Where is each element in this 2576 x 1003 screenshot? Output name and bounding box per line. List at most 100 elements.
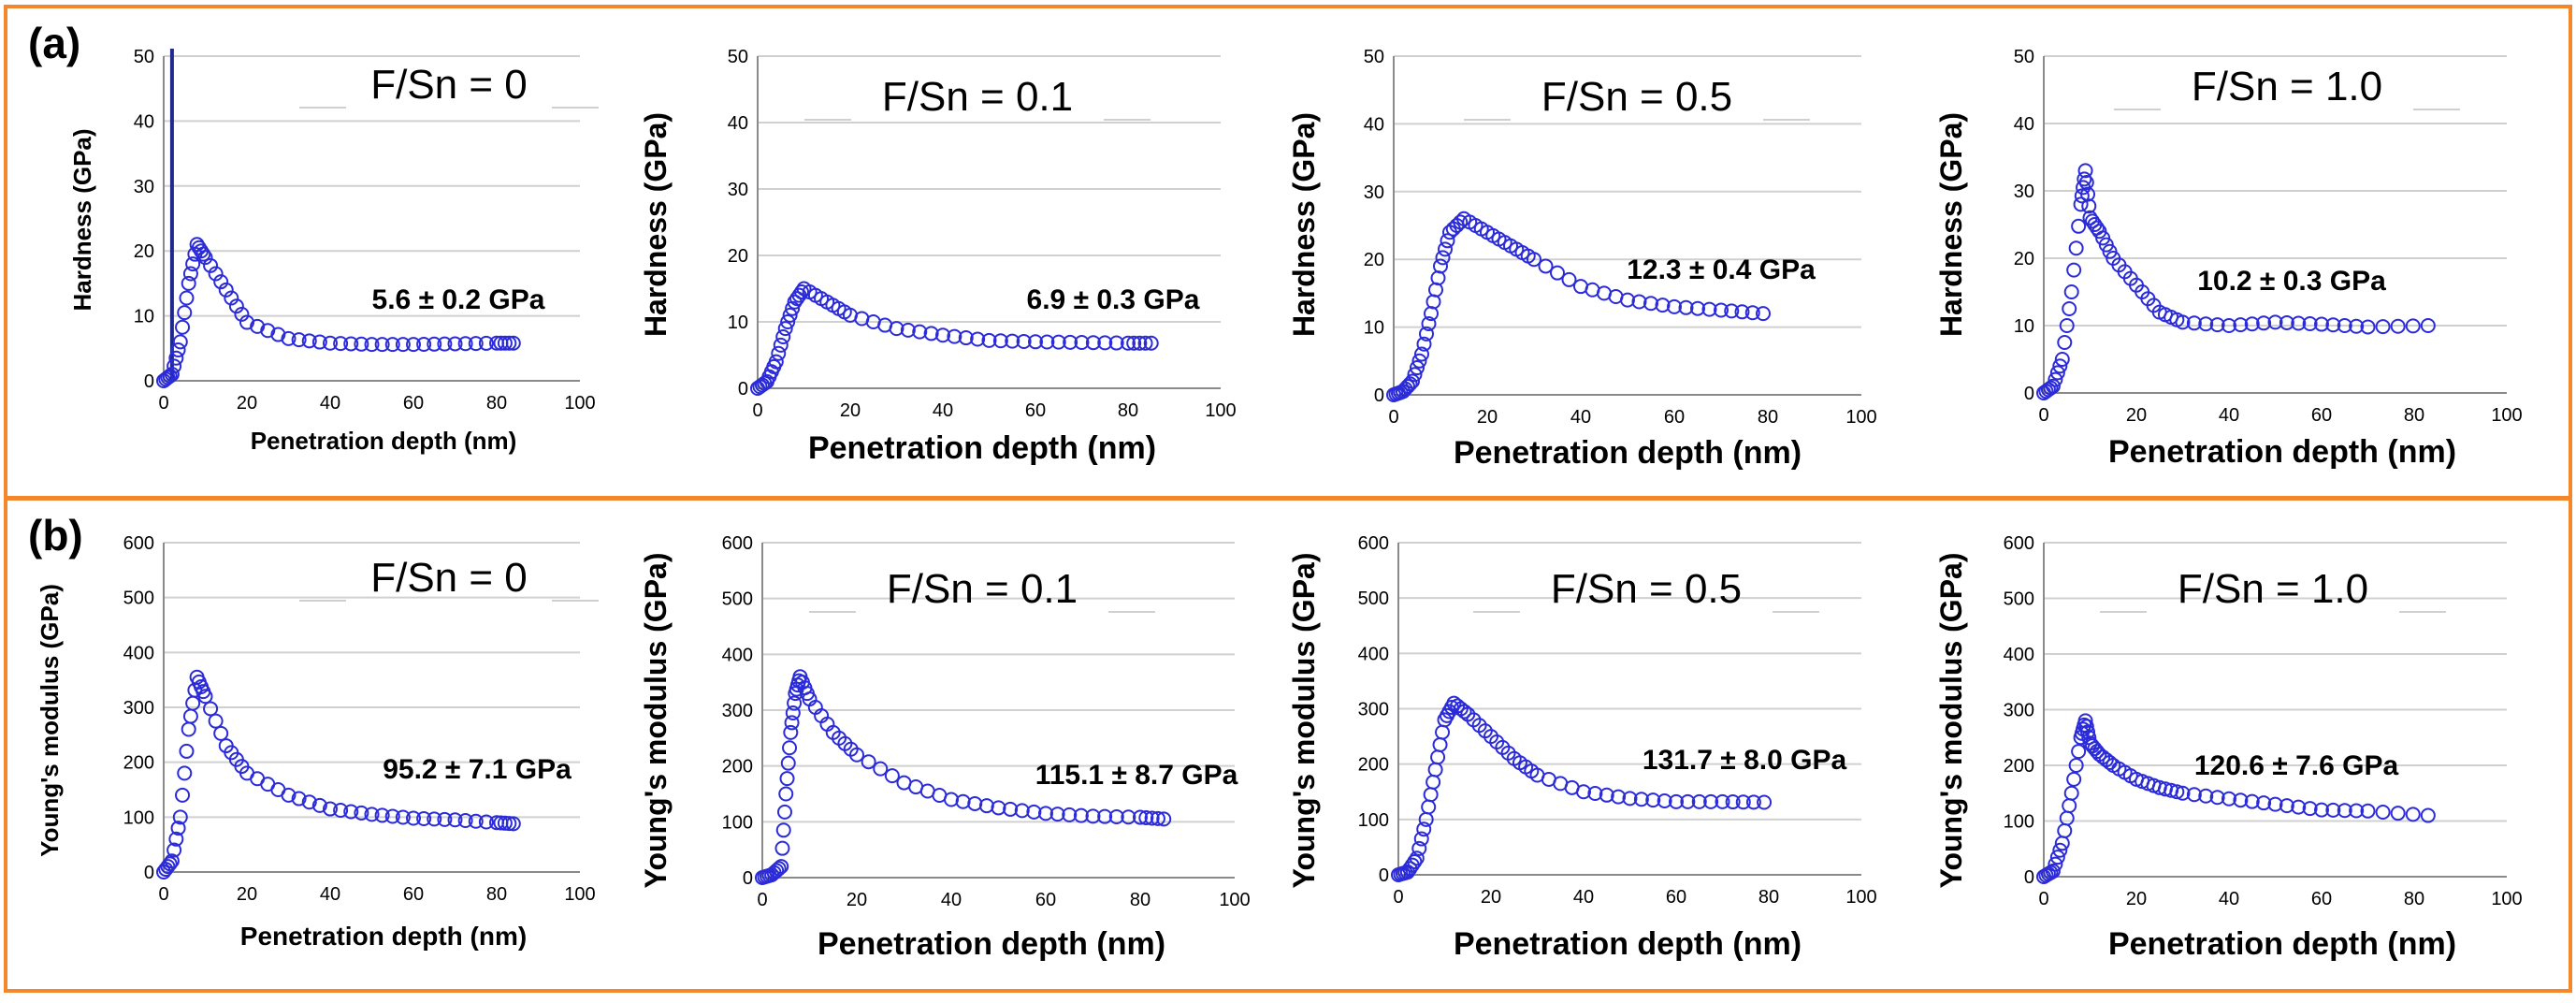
data-point: [1645, 792, 1661, 808]
y-tick-label: 30: [728, 180, 748, 200]
data-point: [2052, 358, 2068, 374]
data-point: [2062, 301, 2077, 316]
data-point: [779, 771, 795, 787]
y-tick-label: 30: [134, 177, 154, 197]
data-point: [1701, 301, 1717, 317]
data-point: [912, 324, 928, 340]
data-point: [2059, 810, 2075, 826]
data-point: [1620, 292, 1635, 308]
x-axis-label: Penetration depth (nm): [2108, 926, 2456, 962]
x-axis-label: Penetration depth (nm): [818, 926, 1165, 962]
y-tick-label: 40: [2014, 114, 2034, 135]
data-point: [1026, 804, 1042, 820]
data-point: [2349, 318, 2365, 334]
x-tick-label: 0: [757, 890, 767, 910]
y-tick-label: 0: [144, 863, 154, 883]
data-point: [775, 328, 791, 344]
data-point: [1435, 724, 1451, 740]
data-point: [1453, 214, 1469, 230]
data-point: [771, 345, 787, 361]
data-point: [2256, 315, 2272, 331]
data-point: [497, 815, 513, 831]
data-point: [374, 337, 390, 353]
x-tick-label: 60: [1025, 400, 1046, 421]
data-point: [2077, 163, 2093, 179]
value-annotation: 115.1 ± 8.7 GPa: [1035, 760, 1238, 791]
data-point: [2302, 316, 2318, 332]
data-point: [1440, 233, 1455, 249]
data-point: [179, 743, 195, 759]
y-tick-label: 600: [722, 533, 753, 554]
x-tick-label: 20: [237, 884, 257, 905]
x-tick-label: 80: [2404, 889, 2424, 909]
data-point: [1538, 258, 1554, 274]
data-point: [2048, 856, 2063, 872]
data-point: [873, 761, 889, 777]
y-axis-label: Hardness (GPa): [1934, 112, 1968, 337]
data-point: [1143, 335, 1159, 351]
data-point: [224, 290, 239, 306]
y-tick-label: 50: [134, 47, 154, 67]
data-point: [2360, 803, 2376, 819]
data-point: [1703, 793, 1719, 809]
data-point: [884, 768, 900, 784]
y-tick-label: 0: [743, 868, 753, 889]
data-point: [780, 314, 796, 329]
data-point: [333, 336, 349, 352]
data-point: [1419, 326, 1434, 342]
data-point: [771, 861, 787, 877]
data-point: [1550, 265, 1565, 281]
y-tick-label: 40: [728, 113, 748, 134]
data-point: [228, 298, 244, 314]
y-tick-label: 100: [1358, 810, 1389, 831]
x-tick-label: 60: [2311, 405, 2332, 426]
data-point: [1611, 789, 1627, 805]
data-point: [2080, 724, 2096, 740]
x-tick-label: 60: [1666, 887, 1686, 908]
data-point: [2267, 314, 2283, 330]
data-point: [2043, 380, 2059, 396]
x-tick-label: 60: [1035, 890, 1056, 910]
data-point: [343, 804, 359, 820]
data-point: [416, 810, 432, 826]
data-point: [2068, 240, 2084, 256]
data-point: [1734, 304, 1750, 320]
data-point: [1014, 803, 1030, 819]
data-point: [1430, 270, 1446, 286]
data-point: [2040, 382, 2056, 398]
data-point: [1138, 810, 1154, 826]
x-axis-label: Penetration depth (nm): [251, 427, 517, 455]
data-point: [2375, 319, 2391, 335]
data-point: [182, 708, 198, 724]
data-point: [2279, 798, 2294, 814]
chart-title: F/Sn = 1.0: [2178, 566, 2368, 612]
data-point: [2057, 822, 2073, 838]
y-tick-label: 100: [123, 807, 154, 828]
data-point: [1435, 250, 1451, 266]
data-point: [395, 809, 411, 825]
y-tick-label: 10: [2014, 316, 2034, 337]
data-point: [2405, 807, 2421, 822]
x-tick-label: 20: [2126, 405, 2147, 426]
data-point: [1097, 808, 1113, 824]
data-point: [2291, 315, 2307, 331]
data-point: [2049, 365, 2065, 381]
data-point: [1430, 749, 1446, 765]
data-point: [239, 314, 254, 330]
data-point: [1527, 252, 1541, 268]
data-point: [2077, 171, 2092, 187]
data-point: [2198, 788, 2214, 804]
data-point: [1133, 809, 1148, 825]
data-point: [2054, 352, 2070, 367]
data-point: [769, 863, 785, 879]
data-point: [208, 266, 224, 282]
data-point: [208, 713, 224, 729]
x-tick-label: 100: [564, 884, 595, 905]
x-tick-label: 80: [1130, 890, 1151, 910]
x-tick-label: 100: [2491, 405, 2522, 426]
y-tick-label: 600: [1358, 533, 1389, 554]
y-tick-label: 0: [2024, 867, 2034, 888]
data-point: [1405, 373, 1420, 389]
data-point: [1433, 258, 1448, 274]
data-point: [364, 337, 380, 353]
